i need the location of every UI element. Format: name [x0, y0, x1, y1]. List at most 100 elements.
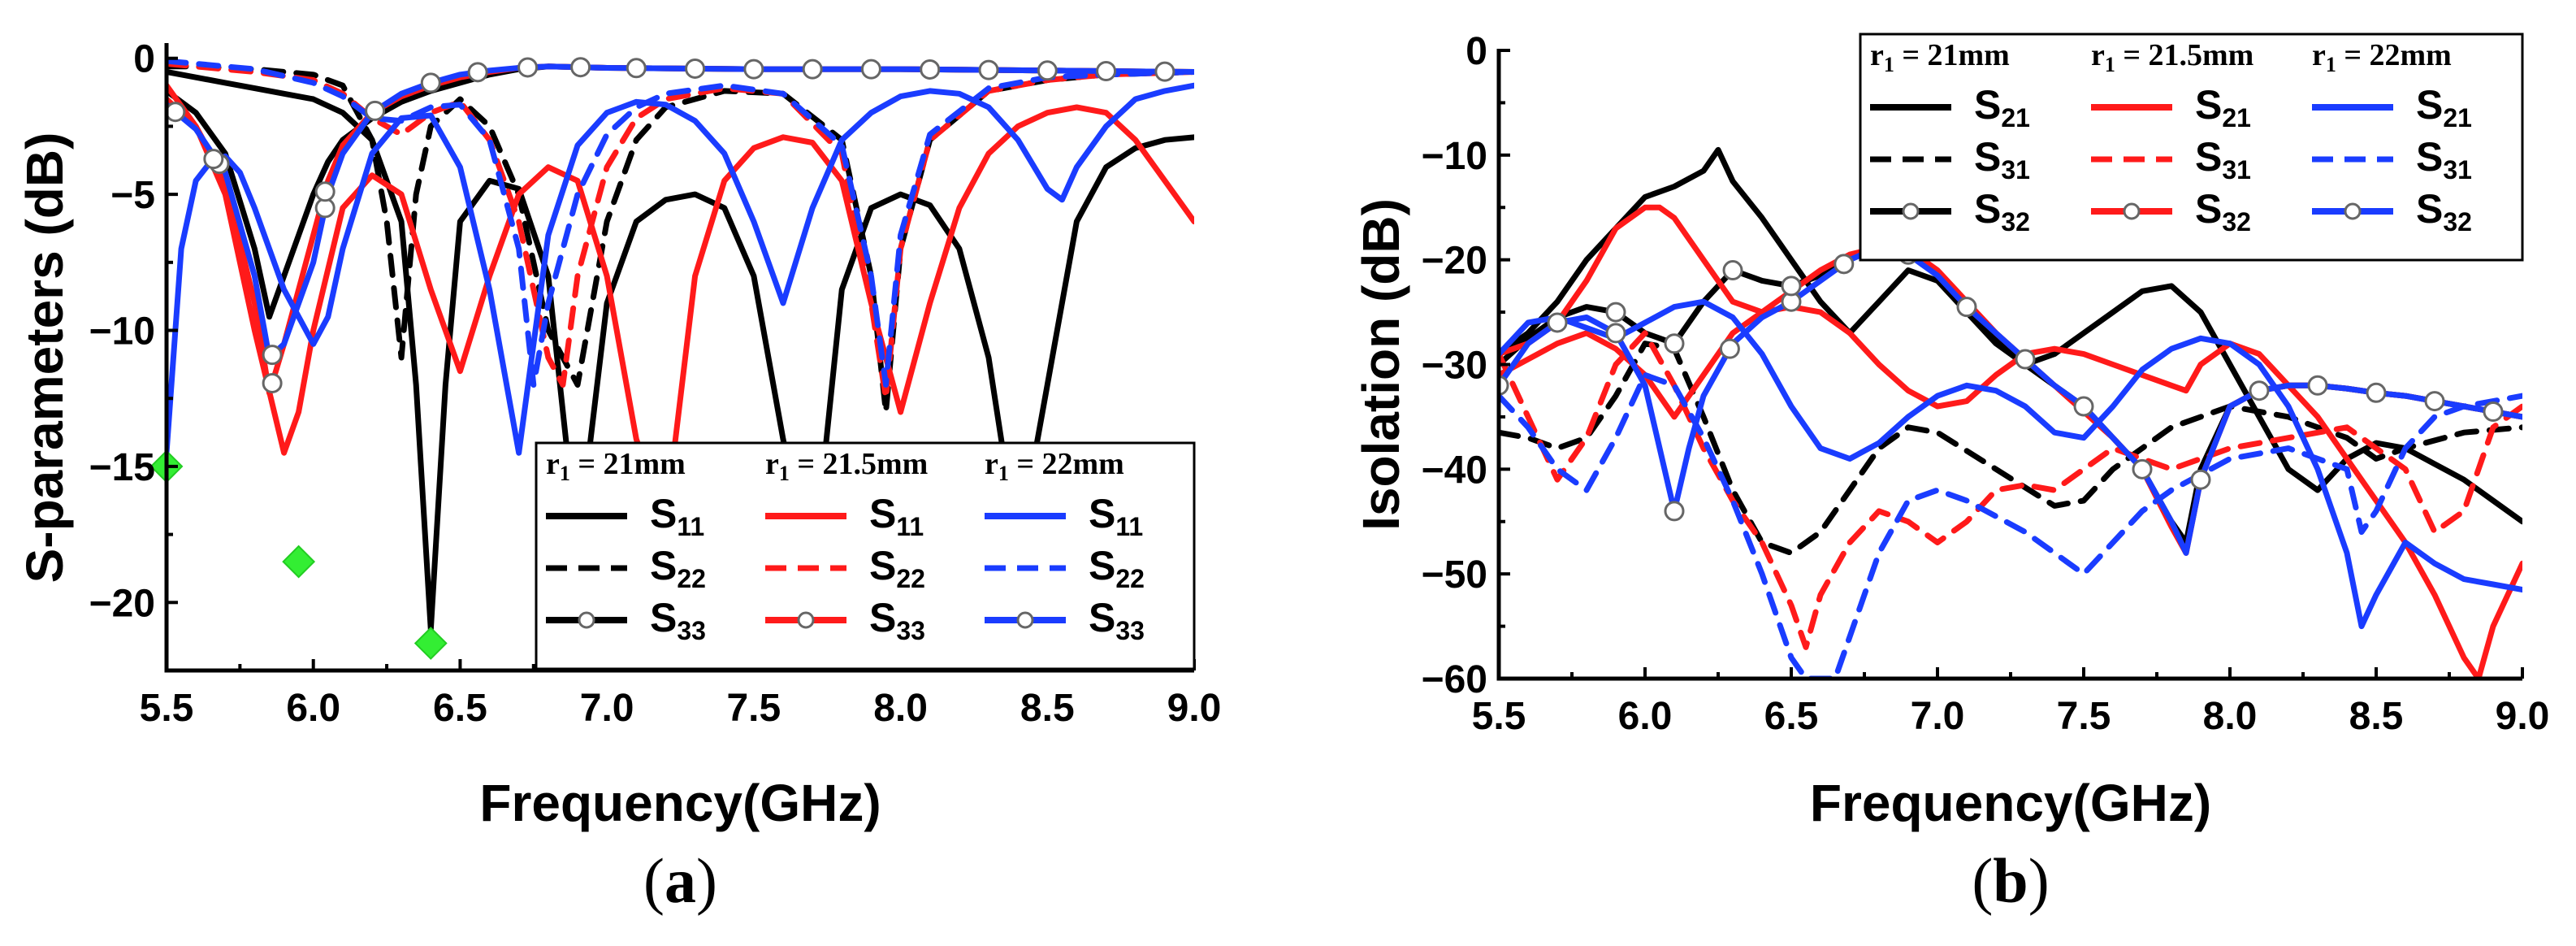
series-marker [314, 181, 336, 202]
legend-box [535, 441, 1196, 670]
legend-group-title: r1 = 22mm [985, 447, 1124, 485]
legend-item-label: S22 [869, 543, 925, 593]
y-tick-label: −5 [110, 174, 155, 217]
series-line-9 [1499, 244, 2522, 556]
series-marker [1605, 323, 1626, 344]
x-tick-label: 8.0 [2203, 695, 2258, 738]
series-marker [167, 102, 186, 123]
chart-panel-a: 5.5 6.0 6.5 7.0 7.5 8.0 8.5 9.0 0 −5 −10 −15 −20 Freq… [15, 38, 1221, 916]
legend-marker [1016, 611, 1034, 629]
series-line-7 [167, 82, 1194, 456]
legend-item-label: S22 [650, 543, 706, 593]
series-marker [570, 57, 591, 78]
series-marker [2424, 391, 2445, 412]
y-tick-label: −15 [89, 446, 155, 489]
series-marker [262, 372, 283, 393]
y-tick-label: −10 [1422, 135, 1487, 178]
series-marker [2015, 349, 2036, 370]
legend-group-title: r1 = 22mm [2312, 38, 2452, 76]
x-tick-label: 6.0 [1618, 695, 1673, 738]
x-tick-label: 7.0 [1911, 695, 1965, 738]
legend-item-label: S11 [650, 491, 704, 541]
series-marker [2249, 380, 2270, 401]
x-axis-title: Frequency(GHz) [1810, 774, 2211, 832]
y-tick-label: −20 [89, 582, 155, 625]
series-marker [203, 149, 224, 170]
series-group [167, 57, 1194, 633]
legend-item-label: S32 [2416, 186, 2472, 236]
y-tick-label: 0 [1466, 30, 1487, 73]
legend-item-label: S22 [1089, 543, 1145, 593]
legend-box [1859, 33, 2524, 262]
series-marker [978, 59, 999, 80]
series-marker [802, 59, 823, 80]
series-marker [420, 72, 441, 93]
series-marker [2307, 375, 2328, 396]
legend-group-title: r1 = 21mm [1870, 38, 2010, 76]
legend-marker [797, 611, 815, 629]
series-marker [1664, 501, 1685, 522]
legend-item-label: S21 [2416, 82, 2472, 132]
series-marker [1664, 333, 1685, 354]
y-tick-label: −40 [1422, 449, 1487, 492]
series-line-2 [1499, 341, 2522, 556]
legend-item-label: S33 [869, 595, 925, 645]
legend-marker [2123, 202, 2141, 220]
y-tick-label: 0 [133, 38, 155, 81]
series-line-8 [1499, 371, 2522, 679]
series-marker [1834, 254, 1855, 275]
series-marker [1956, 297, 1977, 318]
y-tick-label: −60 [1422, 658, 1487, 701]
x-tick-label: 8.5 [1020, 687, 1075, 730]
x-tick-label: 7.5 [2057, 695, 2111, 738]
legend-item-label: S31 [2416, 134, 2472, 184]
series-marker [1154, 61, 1175, 82]
x-tick-label: 8.0 [873, 687, 928, 730]
series-line-5 [1499, 330, 2522, 650]
y-axis-title: S-parameters (dB) [15, 132, 74, 584]
series-marker [467, 62, 488, 83]
legend-item-label: S11 [869, 491, 924, 541]
series-marker [2073, 396, 2094, 417]
legend-item-label: S33 [1089, 595, 1145, 645]
panel-label: (a) [643, 845, 717, 916]
legend-item-label: S31 [2195, 134, 2251, 184]
series-marker [1037, 60, 1058, 81]
x-tick-label: 5.5 [1472, 695, 1526, 738]
series-marker [1781, 276, 1802, 297]
x-tick-label: 9.0 [1167, 687, 1222, 730]
series-marker [2366, 382, 2387, 403]
resonance-marker [282, 545, 316, 579]
legend-item-label: S21 [1974, 82, 2030, 132]
series-marker [2132, 458, 2153, 480]
x-tick-label: 7.5 [726, 687, 781, 730]
panel-label: (b) [1972, 845, 2049, 916]
legend-item-label: S33 [650, 595, 706, 645]
legend-marker [2344, 202, 2362, 220]
series-marker [365, 100, 386, 121]
series-marker [1096, 60, 1117, 81]
x-tick-label: 6.5 [1764, 695, 1819, 738]
legend-marker [578, 611, 595, 629]
legend-item-label: S21 [2195, 82, 2251, 132]
series-group [1499, 146, 2522, 679]
chart-panel-b: 5.5 6.0 6.5 7.0 7.5 8.0 8.5 9.0 0 −10 −20 −30 −40 −50… [1352, 30, 2549, 916]
series-marker [1499, 375, 1509, 396]
series-marker [1719, 338, 1740, 359]
x-tick-label: 8.5 [2349, 695, 2404, 738]
legend-item-label: S11 [1089, 491, 1143, 541]
series-marker [1722, 260, 1743, 281]
legend-group-title: r1 = 21mm [546, 447, 686, 485]
legend-group-title: r1 = 21.5mm [765, 447, 928, 485]
y-tick-label: −20 [1422, 240, 1487, 283]
y-tick-label: −10 [89, 310, 155, 354]
x-tick-label: 6.0 [286, 687, 340, 730]
legend-item-label: S32 [1974, 186, 2030, 236]
series-marker [2190, 469, 2211, 490]
series-marker [1547, 312, 1568, 333]
series-marker [626, 58, 647, 79]
y-axis-title: Isolation (dB) [1352, 198, 1410, 531]
